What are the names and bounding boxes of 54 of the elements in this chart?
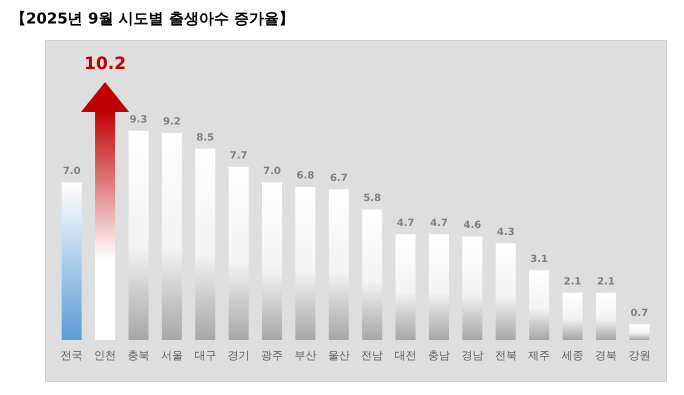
bar xyxy=(295,187,316,340)
chart-title: 【2025년 9월 시도별 출생아수 증가율】 xyxy=(11,10,294,28)
data-label: 0.7 xyxy=(630,308,648,319)
x-tick-label: 대전 xyxy=(394,349,417,362)
data-label: 8.5 xyxy=(196,132,214,144)
bar xyxy=(362,210,382,340)
bar xyxy=(328,189,349,340)
data-label: 10.2 xyxy=(84,54,126,74)
x-tick-label: 세종 xyxy=(562,349,584,362)
data-label: 6.7 xyxy=(330,172,348,184)
x-tick-label: 경북 xyxy=(594,349,617,362)
data-label: 7.7 xyxy=(230,150,248,162)
data-label: 7.0 xyxy=(263,166,281,177)
data-label: 6.8 xyxy=(296,170,314,182)
x-tick-label: 대구 xyxy=(194,349,216,362)
bar xyxy=(162,133,182,340)
x-tick-label: 광주 xyxy=(261,349,284,362)
data-label: 7.0 xyxy=(62,166,81,177)
data-label: 4.3 xyxy=(496,226,515,238)
data-label: 3.1 xyxy=(530,254,548,265)
data-label: 2.1 xyxy=(597,276,615,288)
bar xyxy=(562,292,583,340)
data-label: 5.8 xyxy=(363,193,382,204)
bar xyxy=(596,292,616,340)
bar xyxy=(496,243,516,340)
x-tick-label: 충남 xyxy=(428,349,450,362)
data-label: 4.6 xyxy=(464,220,482,231)
data-label: 2.1 xyxy=(564,276,582,288)
x-tick-label: 전국 xyxy=(60,349,83,362)
x-tick-label: 경남 xyxy=(461,349,484,362)
bar xyxy=(228,166,249,340)
bar xyxy=(529,270,550,340)
data-label: 4.7 xyxy=(430,218,448,229)
x-tick-label: 울산 xyxy=(328,349,350,362)
bar xyxy=(195,148,216,340)
bar xyxy=(396,234,416,340)
data-label: 9.3 xyxy=(130,114,148,126)
x-tick-label: 인천 xyxy=(94,349,116,362)
bar xyxy=(629,324,650,340)
x-tick-label: 경기 xyxy=(228,349,250,362)
x-tick-label: 전남 xyxy=(361,349,384,362)
x-tick-label: 강원 xyxy=(628,349,650,362)
data-label: 4.7 xyxy=(396,218,414,229)
x-tick-label: 서울 xyxy=(160,349,183,362)
x-tick-label: 부산 xyxy=(294,349,316,362)
x-tick-label: 충북 xyxy=(127,349,150,362)
data-label: 9.2 xyxy=(163,116,181,128)
x-tick-label: 제주 xyxy=(528,349,550,362)
bar xyxy=(128,130,148,340)
bar xyxy=(462,236,482,340)
bar xyxy=(262,182,282,340)
bar xyxy=(62,182,82,340)
bar xyxy=(428,234,449,340)
x-tick-label: 전북 xyxy=(494,349,517,362)
